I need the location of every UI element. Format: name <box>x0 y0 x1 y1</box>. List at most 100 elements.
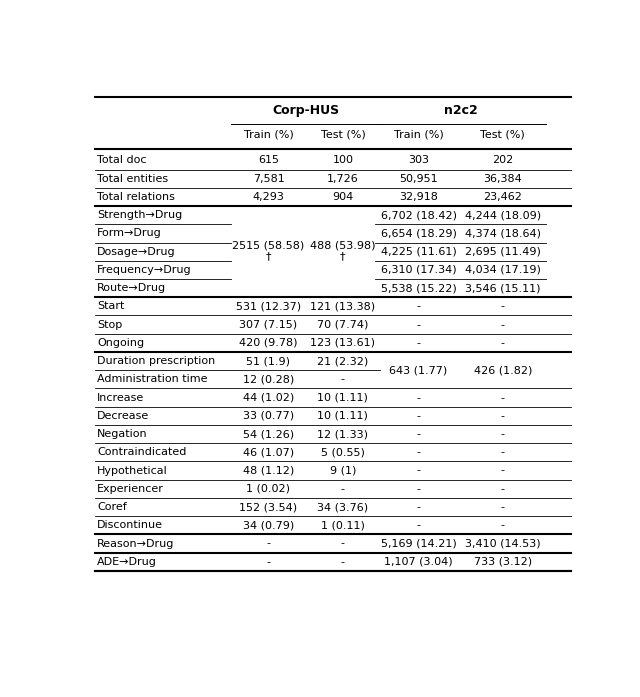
Text: 21 (2.32): 21 (2.32) <box>317 356 369 366</box>
Text: 426 (1.82): 426 (1.82) <box>474 365 532 375</box>
Text: 4,034 (17.19): 4,034 (17.19) <box>465 265 541 275</box>
Text: 4,244 (18.09): 4,244 (18.09) <box>465 210 541 220</box>
Text: -: - <box>417 338 420 348</box>
Text: -: - <box>501 392 505 403</box>
Text: Stop: Stop <box>97 320 123 330</box>
Text: Dosage→Drug: Dosage→Drug <box>97 247 176 256</box>
Text: -: - <box>501 502 505 512</box>
Text: Total entities: Total entities <box>97 174 168 183</box>
Text: Total relations: Total relations <box>97 192 175 202</box>
Text: 23,462: 23,462 <box>483 192 522 202</box>
Text: 733 (3.12): 733 (3.12) <box>474 557 532 567</box>
Text: -: - <box>417 447 420 457</box>
Text: †: † <box>340 251 346 261</box>
Text: -: - <box>501 411 505 421</box>
Text: Negation: Negation <box>97 429 148 439</box>
Text: 36,384: 36,384 <box>483 174 522 183</box>
Text: Total doc: Total doc <box>97 155 147 165</box>
Text: 100: 100 <box>332 155 353 165</box>
Text: 3,410 (14.53): 3,410 (14.53) <box>465 539 541 549</box>
Text: -: - <box>501 466 505 475</box>
Text: -: - <box>417 466 420 475</box>
Text: -: - <box>501 521 505 530</box>
Text: †: † <box>266 251 271 261</box>
Text: 307 (7.15): 307 (7.15) <box>239 320 298 330</box>
Text: 51 (1.9): 51 (1.9) <box>246 356 291 366</box>
Text: Ongoing: Ongoing <box>97 338 145 348</box>
Text: -: - <box>417 429 420 439</box>
Text: 5,169 (14.21): 5,169 (14.21) <box>381 539 456 549</box>
Text: 6,654 (18.29): 6,654 (18.29) <box>381 229 456 238</box>
Text: 9 (1): 9 (1) <box>330 466 356 475</box>
Text: 152 (3.54): 152 (3.54) <box>239 502 298 512</box>
Text: 5 (0.55): 5 (0.55) <box>321 447 365 457</box>
Text: -: - <box>266 557 271 567</box>
Text: 121 (13.38): 121 (13.38) <box>310 301 376 312</box>
Text: Start: Start <box>97 301 125 312</box>
Text: 48 (1.12): 48 (1.12) <box>243 466 294 475</box>
Text: 4,225 (11.61): 4,225 (11.61) <box>381 247 456 256</box>
Text: Frequency→Drug: Frequency→Drug <box>97 265 192 275</box>
Text: 5,538 (15.22): 5,538 (15.22) <box>381 283 456 293</box>
Text: -: - <box>341 557 345 567</box>
Text: 1 (0.02): 1 (0.02) <box>246 484 291 494</box>
Text: n2c2: n2c2 <box>444 104 477 117</box>
Text: Contraindicated: Contraindicated <box>97 447 187 457</box>
Text: 34 (0.79): 34 (0.79) <box>243 521 294 530</box>
Text: Duration prescription: Duration prescription <box>97 356 216 366</box>
Text: Train (%): Train (%) <box>244 130 293 140</box>
Text: -: - <box>501 429 505 439</box>
Text: Administration time: Administration time <box>97 374 208 384</box>
Text: -: - <box>417 502 420 512</box>
Text: -: - <box>501 320 505 330</box>
Text: Corp-HUS: Corp-HUS <box>272 104 339 117</box>
Text: 6,310 (17.34): 6,310 (17.34) <box>381 265 456 275</box>
Text: 10 (1.11): 10 (1.11) <box>317 411 368 421</box>
Text: 6,702 (18.42): 6,702 (18.42) <box>381 210 456 220</box>
Text: -: - <box>266 539 271 549</box>
Text: 123 (13.61): 123 (13.61) <box>310 338 376 348</box>
Text: 4,374 (18.64): 4,374 (18.64) <box>465 229 541 238</box>
Text: -: - <box>341 539 345 549</box>
Text: 7,581: 7,581 <box>253 174 284 183</box>
Text: Reason→Drug: Reason→Drug <box>97 539 175 549</box>
Text: Test (%): Test (%) <box>321 130 365 140</box>
Text: -: - <box>417 521 420 530</box>
Text: Discontinue: Discontinue <box>97 521 163 530</box>
Text: 488 (53.98): 488 (53.98) <box>310 240 376 250</box>
Text: Test (%): Test (%) <box>481 130 525 140</box>
Text: Increase: Increase <box>97 392 145 403</box>
Text: 34 (3.76): 34 (3.76) <box>317 502 369 512</box>
Text: 46 (1.07): 46 (1.07) <box>243 447 294 457</box>
Text: 1,107 (3.04): 1,107 (3.04) <box>384 557 453 567</box>
Text: -: - <box>501 447 505 457</box>
Text: -: - <box>501 338 505 348</box>
Text: 2515 (58.58): 2515 (58.58) <box>232 240 305 250</box>
Text: -: - <box>417 411 420 421</box>
Text: Coref: Coref <box>97 502 127 512</box>
Text: 32,918: 32,918 <box>399 192 438 202</box>
Text: Hypothetical: Hypothetical <box>97 466 168 475</box>
Text: 70 (7.74): 70 (7.74) <box>317 320 369 330</box>
Text: 10 (1.11): 10 (1.11) <box>317 392 368 403</box>
Text: -: - <box>501 301 505 312</box>
Text: -: - <box>417 392 420 403</box>
Text: Experiencer: Experiencer <box>97 484 164 494</box>
Text: Form→Drug: Form→Drug <box>97 229 162 238</box>
Text: -: - <box>341 484 345 494</box>
Text: Route→Drug: Route→Drug <box>97 283 166 293</box>
Text: ADE→Drug: ADE→Drug <box>97 557 157 567</box>
Text: -: - <box>417 320 420 330</box>
Text: Decrease: Decrease <box>97 411 150 421</box>
Text: 1,726: 1,726 <box>327 174 359 183</box>
Text: -: - <box>501 484 505 494</box>
Text: 202: 202 <box>492 155 513 165</box>
Text: 643 (1.77): 643 (1.77) <box>389 365 447 375</box>
Text: 44 (1.02): 44 (1.02) <box>243 392 294 403</box>
Text: 1 (0.11): 1 (0.11) <box>321 521 365 530</box>
Text: 303: 303 <box>408 155 429 165</box>
Text: Train (%): Train (%) <box>394 130 444 140</box>
Text: -: - <box>417 484 420 494</box>
Text: 615: 615 <box>258 155 279 165</box>
Text: 50,951: 50,951 <box>399 174 438 183</box>
